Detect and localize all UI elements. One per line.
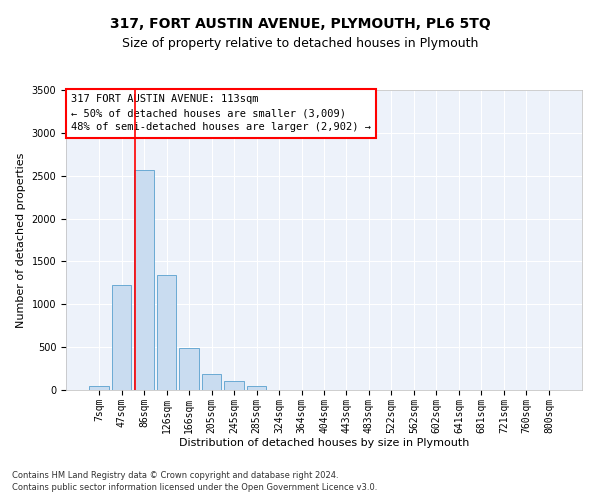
Text: 317 FORT AUSTIN AVENUE: 113sqm
← 50% of detached houses are smaller (3,009)
48% : 317 FORT AUSTIN AVENUE: 113sqm ← 50% of … xyxy=(71,94,371,132)
Text: 317, FORT AUSTIN AVENUE, PLYMOUTH, PL6 5TQ: 317, FORT AUSTIN AVENUE, PLYMOUTH, PL6 5… xyxy=(110,18,490,32)
Text: Contains HM Land Registry data © Crown copyright and database right 2024.: Contains HM Land Registry data © Crown c… xyxy=(12,470,338,480)
Bar xyxy=(247,386,266,390)
Bar xyxy=(157,275,176,390)
X-axis label: Distribution of detached houses by size in Plymouth: Distribution of detached houses by size … xyxy=(179,438,469,448)
Bar xyxy=(179,348,199,390)
Bar xyxy=(134,170,154,390)
Bar xyxy=(202,374,221,390)
Bar xyxy=(112,286,131,390)
Bar xyxy=(89,386,109,390)
Text: Size of property relative to detached houses in Plymouth: Size of property relative to detached ho… xyxy=(122,38,478,51)
Text: Contains public sector information licensed under the Open Government Licence v3: Contains public sector information licen… xyxy=(12,483,377,492)
Y-axis label: Number of detached properties: Number of detached properties xyxy=(16,152,26,328)
Bar xyxy=(224,382,244,390)
